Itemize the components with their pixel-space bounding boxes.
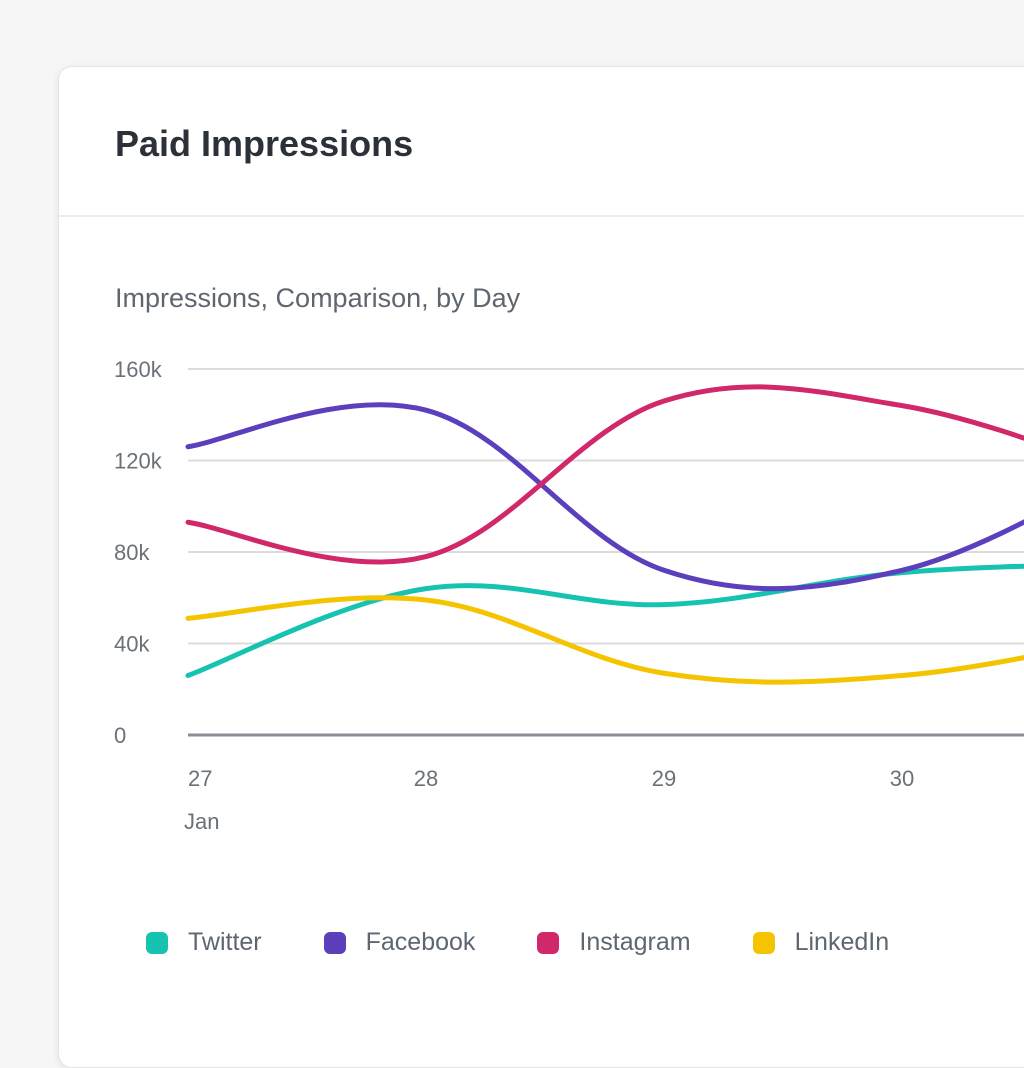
y-tick-label: 160k [114, 357, 163, 382]
line-chart: 040k80k120k160k2728293031Jan [114, 357, 1024, 834]
chart-title: Impressions, Comparison, by Day [115, 283, 521, 313]
y-tick-label: 80k [114, 540, 150, 565]
legend-item-twitter[interactable]: Twitter [146, 928, 262, 957]
legend-label: Twitter [188, 928, 262, 956]
legend-label: LinkedIn [794, 928, 890, 956]
series-line-facebook[interactable] [185, 402, 1024, 592]
legend-item-facebook[interactable]: Facebook [323, 928, 476, 957]
chart-axes: 040k80k120k160k2728293031Jan [114, 357, 914, 834]
y-tick-label: 0 [114, 723, 126, 748]
x-tick-label: 28 [414, 766, 438, 791]
series-line-instagram[interactable] [185, 384, 1024, 565]
legend-label: Facebook [365, 928, 476, 956]
legend-swatch [323, 931, 346, 954]
card-divider [59, 215, 1024, 217]
card-title: Paid Impressions [115, 123, 414, 164]
y-tick-label: 40k [114, 632, 150, 657]
legend-swatch [537, 931, 560, 954]
x-tick-label: 27 [188, 766, 212, 791]
series-line-twitter[interactable] [185, 563, 1024, 679]
legend-item-instagram[interactable]: Instagram [537, 928, 691, 957]
y-tick-label: 120k [114, 449, 163, 474]
chart-gridlines [188, 368, 1024, 737]
chart-series [185, 384, 1024, 685]
x-tick-label: 30 [890, 766, 914, 791]
chart-legend: Twitter Facebook Instagram LinkedIn [146, 928, 951, 957]
legend-swatch [146, 931, 168, 954]
legend-item-linkedin[interactable]: LinkedIn [752, 928, 890, 957]
series-line-linkedin[interactable] [185, 595, 1024, 685]
x-tick-sublabel: Jan [184, 809, 219, 834]
x-tick-label: 29 [652, 766, 676, 791]
legend-label: Instagram [579, 928, 691, 956]
chart-card: Paid Impressions Impressions, Comparison… [58, 66, 1024, 1068]
legend-swatch [752, 931, 775, 954]
